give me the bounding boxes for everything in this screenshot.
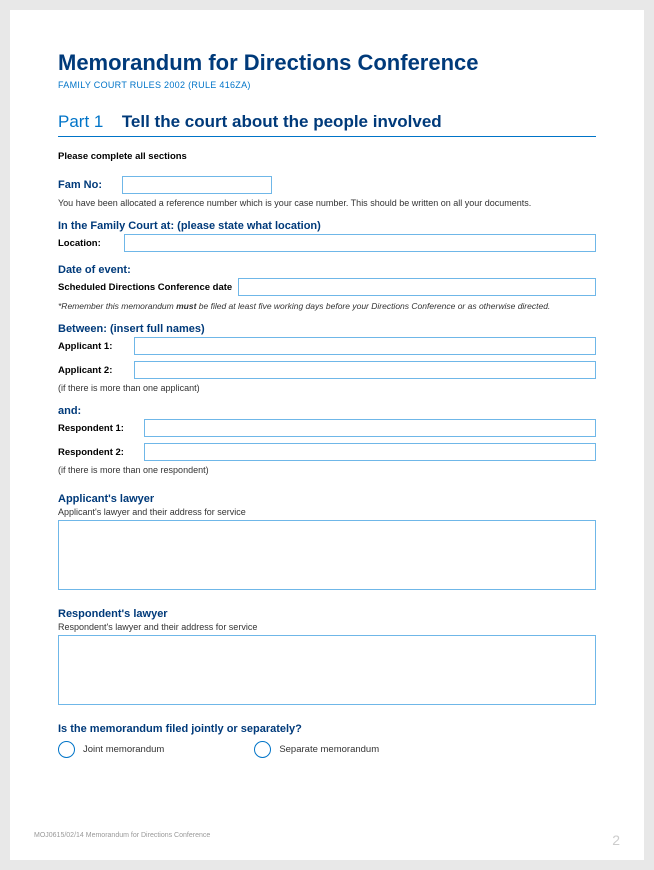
fam-no-label: Fam No: — [58, 179, 102, 191]
app-lawyer-heading: Applicant's lawyer — [58, 493, 596, 505]
respondent1-row: Respondent 1: — [58, 419, 596, 437]
location-label: Location: — [58, 238, 118, 249]
date-label: Scheduled Directions Conference date — [58, 282, 232, 293]
respondent1-label: Respondent 1: — [58, 423, 138, 434]
footer-ref: MOJ0615/02/14 Memorandum for Directions … — [34, 832, 210, 848]
respondent2-label: Respondent 2: — [58, 447, 138, 458]
respondent2-input[interactable] — [144, 443, 596, 461]
radio-icon — [58, 741, 75, 758]
respondent1-input[interactable] — [144, 419, 596, 437]
and-label: and: — [58, 405, 596, 417]
part-title: Tell the court about the people involved — [122, 112, 442, 131]
applicant2-row: Applicant 2: — [58, 361, 596, 379]
fam-no-input[interactable] — [122, 176, 272, 194]
location-input[interactable] — [124, 234, 596, 252]
date-input[interactable] — [238, 278, 596, 296]
respondent2-row: Respondent 2: — [58, 443, 596, 461]
resp-lawyer-input[interactable] — [58, 635, 596, 705]
between-heading: Between: (insert full names) — [58, 323, 596, 335]
date-row: Scheduled Directions Conference date — [58, 278, 596, 296]
date-note: *Remember this memorandum must be filed … — [58, 301, 596, 311]
main-title: Memorandum for Directions Conference — [58, 50, 596, 76]
radio-icon — [254, 741, 271, 758]
fam-no-helper: You have been allocated a reference numb… — [58, 198, 596, 208]
part-header: Part 1 Tell the court about the people i… — [58, 112, 596, 137]
applicant2-input[interactable] — [134, 361, 596, 379]
separate-label: Separate memorandum — [279, 744, 379, 755]
instruction-text: Please complete all sections — [58, 151, 596, 162]
applicant1-input[interactable] — [134, 337, 596, 355]
date-note-pre: *Remember this memorandum — [58, 301, 176, 311]
subtitle: FAMILY COURT RULES 2002 (RULE 416ZA) — [58, 80, 596, 90]
date-note-post: be filed at least five working days befo… — [196, 301, 550, 311]
applicant1-row: Applicant 1: — [58, 337, 596, 355]
applicant2-label: Applicant 2: — [58, 365, 128, 376]
applicant-note: (if there is more than one applicant) — [58, 383, 596, 393]
form-page: Memorandum for Directions Conference FAM… — [10, 10, 644, 860]
joint-option[interactable]: Joint memorandum — [58, 741, 164, 758]
applicant1-label: Applicant 1: — [58, 341, 128, 352]
location-heading: In the Family Court at: (please state wh… — [58, 220, 596, 232]
part-label: Part 1 — [58, 112, 103, 132]
date-heading: Date of event: — [58, 264, 596, 276]
app-lawyer-input[interactable] — [58, 520, 596, 590]
date-note-bold: must — [176, 301, 196, 311]
joint-label: Joint memorandum — [83, 744, 164, 755]
filing-heading: Is the memorandum filed jointly or separ… — [58, 723, 596, 735]
resp-lawyer-heading: Respondent's lawyer — [58, 608, 596, 620]
page-number: 2 — [612, 832, 620, 848]
filing-options: Joint memorandum Separate memorandum — [58, 741, 596, 758]
page-footer: MOJ0615/02/14 Memorandum for Directions … — [34, 832, 620, 848]
app-lawyer-sub: Applicant's lawyer and their address for… — [58, 507, 596, 517]
location-row: Location: — [58, 234, 596, 252]
respondent-note: (if there is more than one respondent) — [58, 465, 596, 475]
fam-no-row: Fam No: — [58, 176, 596, 194]
resp-lawyer-sub: Respondent's lawyer and their address fo… — [58, 622, 596, 632]
separate-option[interactable]: Separate memorandum — [254, 741, 379, 758]
